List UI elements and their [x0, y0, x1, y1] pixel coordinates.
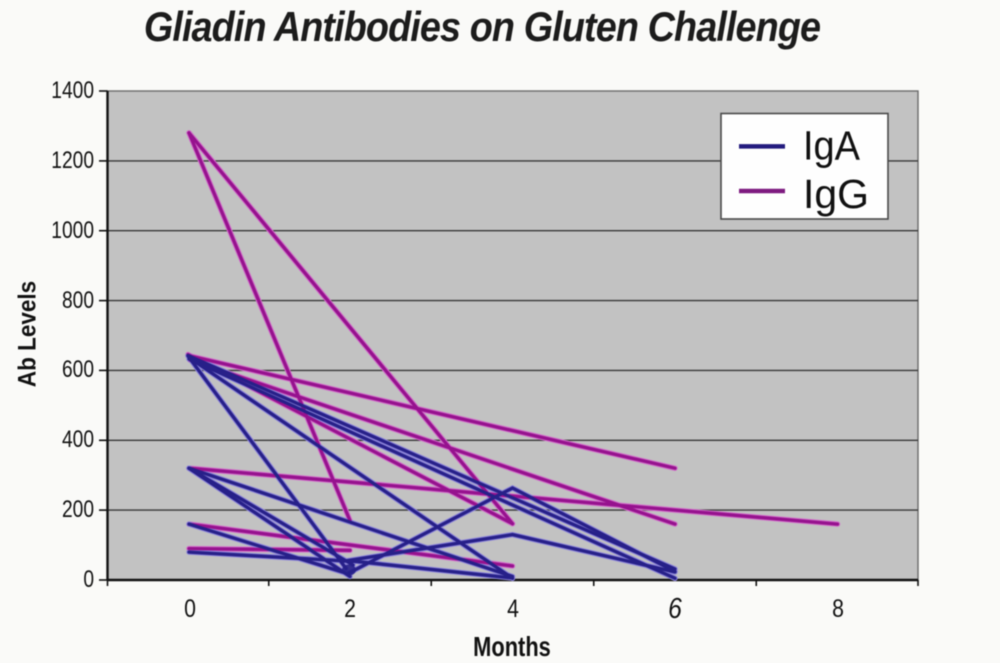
svg-text:IgA: IgA: [803, 123, 861, 169]
svg-text:IgG: IgG: [803, 171, 869, 217]
